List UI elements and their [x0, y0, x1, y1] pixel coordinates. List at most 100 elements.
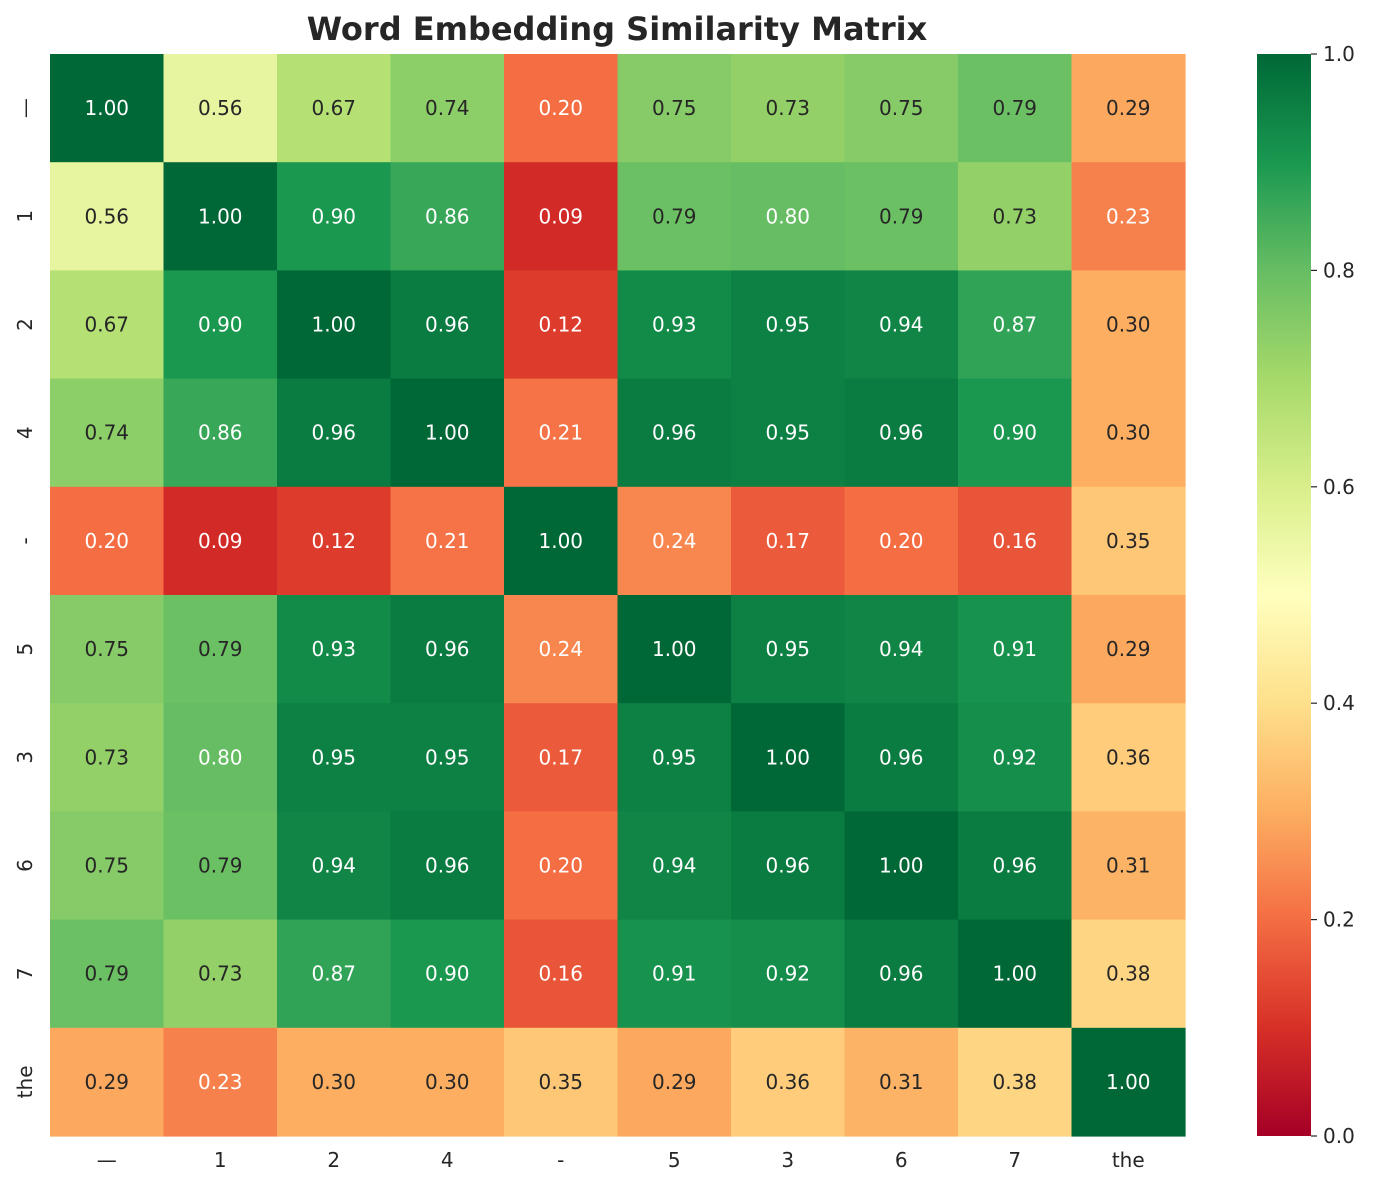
- cell-value-label: 0.93: [311, 637, 356, 661]
- heatmap-cells: 1.00 0.56 0.67 0.74 0.20 0.75 0.73 0.75 0.79 0.29…: [50, 54, 1186, 1137]
- chart-title: Word Embedding Similarity Matrix: [307, 10, 928, 48]
- cell-value-label: 0.20: [538, 96, 583, 120]
- cell-value-label: 0.94: [879, 313, 924, 337]
- cell-value-label: 0.90: [198, 313, 243, 337]
- heatmap-cell: [1071, 162, 1186, 271]
- x-tick-label: 7: [1008, 1148, 1021, 1172]
- cell-value-label: 0.80: [765, 204, 810, 228]
- heatmap-cell: [958, 162, 1073, 271]
- cell-value-label: 0.94: [879, 637, 924, 661]
- cell-value-label: 1.00: [425, 421, 470, 445]
- heatmap-cell: [390, 162, 505, 271]
- heatmap-cell: [163, 811, 278, 921]
- cell-value-label: 0.23: [1106, 204, 1151, 228]
- cell-value-label: 0.75: [84, 637, 129, 661]
- x-tick-label: 2: [327, 1148, 340, 1172]
- cell-value-label: 0.96: [765, 854, 810, 878]
- cell-value-label: 0.93: [652, 313, 697, 337]
- cell-value-label: 0.20: [84, 529, 129, 553]
- cell-value-label: 0.29: [652, 1070, 697, 1094]
- cell-value-label: 0.73: [765, 96, 810, 120]
- heatmap-cell: [958, 811, 1073, 921]
- heatmap-cell: [958, 486, 1073, 596]
- heatmap-cell: [277, 703, 392, 812]
- cell-value-label: 0.90: [425, 962, 470, 986]
- cell-value-label: 0.17: [538, 745, 583, 769]
- cell-value-label: 0.29: [1106, 637, 1151, 661]
- heatmap-cell: [1071, 703, 1186, 812]
- cell-value-label: 0.67: [311, 96, 356, 120]
- heatmap-cell: [504, 919, 619, 1029]
- heatmap-cell: [1071, 595, 1186, 704]
- cell-value-label: 0.35: [538, 1070, 583, 1094]
- x-tick-label: 5: [668, 1148, 681, 1172]
- heatmap-cell: [504, 811, 619, 921]
- cell-value-label: 0.79: [84, 962, 129, 986]
- cell-value-label: 0.23: [198, 1070, 243, 1094]
- heatmap-cell: [1071, 486, 1186, 596]
- cell-value-label: 1.00: [84, 96, 129, 120]
- cell-value-label: 0.95: [311, 745, 356, 769]
- cell-value-label: 0.31: [1106, 854, 1151, 878]
- cell-value-label: 0.75: [652, 96, 697, 120]
- y-axis-tick-labels: — 1 2 4 - 5 3 6 7 the: [13, 98, 37, 1098]
- cell-value-label: 0.35: [1106, 529, 1151, 553]
- heatmap-cell: [277, 486, 392, 596]
- heatmap-cell: [504, 703, 619, 812]
- heatmap-cell: [50, 54, 165, 163]
- cell-value-label: 0.16: [992, 529, 1037, 553]
- cell-value-label: 1.00: [992, 962, 1037, 986]
- heatmap-cell: [390, 486, 505, 596]
- cell-value-label: 0.95: [765, 637, 810, 661]
- heatmap-cell: [617, 54, 732, 163]
- cell-value-label: 1.00: [879, 854, 924, 878]
- heatmap-cell: [390, 811, 505, 921]
- cell-value-label: 0.56: [84, 204, 129, 228]
- heatmap-cell: [958, 919, 1073, 1029]
- cell-value-label: 0.56: [198, 96, 243, 120]
- heatmap-cell: [1071, 378, 1186, 488]
- heatmap-cell: [504, 162, 619, 271]
- x-tick-label: 3: [781, 1148, 794, 1172]
- heatmap-cell: [504, 1027, 619, 1137]
- heatmap-cell: [1071, 270, 1186, 380]
- heatmap-cell: [390, 270, 505, 380]
- heatmap-cell: [844, 811, 959, 921]
- heatmap-cell: [50, 919, 165, 1029]
- y-tick-label: 7: [13, 967, 37, 980]
- cell-value-label: 0.79: [879, 204, 924, 228]
- heatmap-cell: [277, 378, 392, 488]
- heatmap-cell: [390, 378, 505, 488]
- cell-value-label: 0.96: [425, 854, 470, 878]
- heatmap-cell: [731, 595, 846, 704]
- heatmap-cell: [163, 54, 278, 163]
- cell-value-label: 0.24: [538, 637, 583, 661]
- heatmap-cell: [163, 162, 278, 271]
- cell-value-label: 0.95: [765, 421, 810, 445]
- cell-value-label: 0.91: [652, 962, 697, 986]
- heatmap-cell: [390, 703, 505, 812]
- cell-value-label: 0.21: [538, 421, 583, 445]
- cell-value-label: 1.00: [311, 313, 356, 337]
- cell-value-label: 0.30: [1106, 421, 1151, 445]
- heatmap-cell: [390, 595, 505, 704]
- cell-value-label: 0.95: [425, 745, 470, 769]
- cell-value-label: 0.20: [538, 854, 583, 878]
- heatmap-cell: [50, 378, 165, 488]
- heatmap-cell: [731, 703, 846, 812]
- heatmap-cell: [844, 1027, 959, 1137]
- cell-value-label: 0.92: [765, 962, 810, 986]
- y-tick-label: 5: [13, 643, 37, 656]
- cell-value-label: 0.94: [311, 854, 356, 878]
- x-tick-label: 6: [895, 1148, 908, 1172]
- heatmap-cell: [958, 270, 1073, 380]
- heatmap-cell: [50, 162, 165, 271]
- heatmap-cell: [163, 703, 278, 812]
- cell-value-label: 0.74: [84, 421, 129, 445]
- heatmap-cell: [958, 1027, 1073, 1137]
- heatmap-cell: [844, 162, 959, 271]
- heatmap-cell: [163, 270, 278, 380]
- heatmap-cell: [731, 1027, 846, 1137]
- heatmap-cell: [163, 595, 278, 704]
- cell-value-label: 0.96: [425, 637, 470, 661]
